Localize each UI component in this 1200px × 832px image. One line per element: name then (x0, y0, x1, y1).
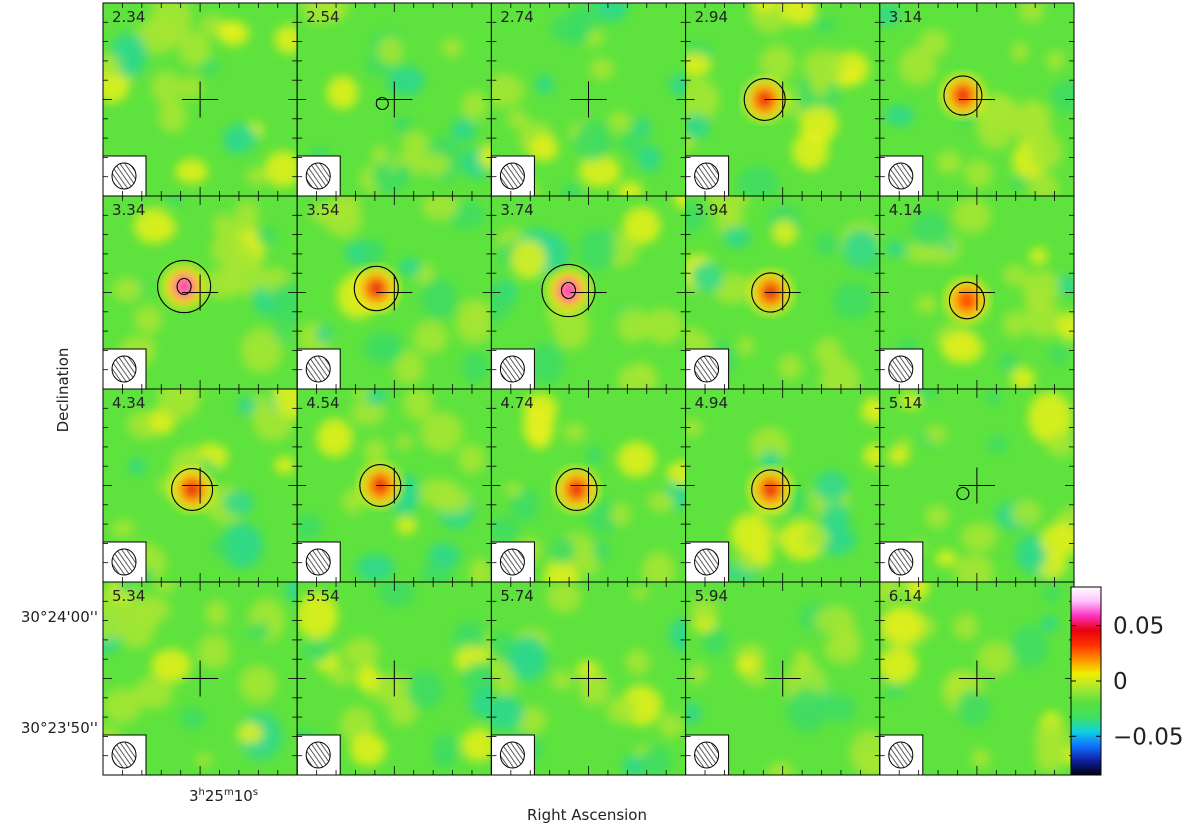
dec-tick-label-top: 30°24'00'' (21, 608, 98, 626)
channel-panel: 2.94 (685, 2, 881, 197)
contour (157, 259, 212, 314)
x-axis-label: Right Ascension (527, 806, 647, 824)
velocity-label: 2.54 (306, 8, 339, 26)
velocity-label: 4.34 (112, 394, 145, 412)
channel-panel: 2.54 (296, 2, 492, 197)
contour (948, 281, 985, 320)
contour (943, 75, 983, 116)
beam-ellipse (111, 162, 137, 190)
beam-ellipse (305, 355, 331, 383)
velocity-label: 4.94 (695, 394, 728, 412)
colorbar-tick-label: 0.05 (1113, 614, 1164, 640)
contour (353, 265, 399, 312)
velocity-label: 3.74 (500, 201, 533, 219)
emission-peak (170, 467, 215, 512)
channel-panel: 3.74 (490, 195, 687, 390)
velocity-label: 5.54 (306, 587, 339, 605)
velocity-label: 3.34 (112, 201, 145, 219)
channel-panel: 3.94 (685, 195, 881, 390)
channel-panel: 4.74 (490, 388, 687, 583)
panel-grid: 2.34 2.54 2.74 2.94 3.14 3.34 3.54 3.74 3.94 4.14… (102, 2, 1075, 776)
beam-ellipse (694, 355, 720, 383)
velocity-label: 2.94 (695, 8, 728, 26)
beam-ellipse (888, 162, 914, 190)
beam-ellipse (111, 355, 137, 383)
velocity-label: 4.74 (500, 394, 533, 412)
channel-panel: 5.94 (685, 581, 881, 776)
beam-ellipse (694, 162, 720, 190)
channel-panel: 5.14 (879, 388, 1075, 583)
emission-peak (554, 467, 599, 512)
beam-ellipse (111, 548, 137, 576)
contour (751, 469, 791, 510)
colorbar-tick-label: 0 (1113, 669, 1128, 695)
contour (560, 281, 577, 300)
velocity-label: 4.54 (306, 394, 339, 412)
contour (541, 263, 596, 318)
beam-ellipse (888, 548, 914, 576)
emission-peak (546, 268, 591, 313)
beam-ellipse (111, 741, 137, 769)
channel-panel: 3.34 (102, 195, 298, 390)
colorbar: 0.05 0 −0.05 (1070, 586, 1183, 776)
contour (956, 486, 970, 501)
channel-panel: 4.34 (102, 388, 298, 583)
velocity-label: 5.14 (889, 394, 922, 412)
colorbar-tick-label: −0.05 (1113, 724, 1183, 750)
velocity-label: 3.54 (306, 201, 339, 219)
velocity-label: 5.74 (500, 587, 533, 605)
contour (171, 468, 214, 511)
velocity-label: 5.34 (112, 587, 145, 605)
emission-peak (162, 264, 207, 309)
channel-panel: 3.54 (296, 195, 492, 390)
emission-peak (940, 73, 985, 118)
beam-ellipse (305, 162, 331, 190)
emission-peak (748, 467, 793, 512)
channel-panel: 5.74 (490, 581, 687, 776)
beam-ellipse (694, 548, 720, 576)
velocity-label: 4.14 (889, 201, 922, 219)
dec-tick-label-bottom: 30°23'50'' (21, 719, 98, 737)
emission-peak (944, 278, 989, 323)
beam-ellipse (694, 741, 720, 769)
velocity-label: 3.94 (695, 201, 728, 219)
beam-ellipse (305, 741, 331, 769)
velocity-label: 6.14 (889, 587, 922, 605)
velocity-label: 2.74 (500, 8, 533, 26)
beam-ellipse (499, 548, 525, 576)
channel-panel: 2.74 (490, 2, 687, 197)
beam-ellipse (499, 741, 525, 769)
contour (555, 468, 598, 511)
channel-panel: 5.34 (102, 581, 298, 776)
contour (375, 96, 389, 111)
beam-ellipse (888, 355, 914, 383)
beam-ellipse (888, 741, 914, 769)
y-axis-label: Declination (54, 348, 72, 433)
channel-panel: 4.94 (685, 388, 881, 583)
ra-tick-label: 3h25m10s (189, 787, 258, 805)
velocity-label: 3.14 (889, 8, 922, 26)
channel-panel: 4.54 (296, 388, 492, 583)
emission-peak (354, 266, 399, 311)
channel-panel: 5.54 (296, 581, 492, 776)
velocity-label: 5.94 (695, 587, 728, 605)
beam-ellipse (499, 162, 525, 190)
channel-panel: 3.14 (879, 2, 1075, 197)
channel-panel: 4.14 (879, 195, 1075, 390)
channel-panel: 2.34 (102, 2, 298, 197)
channel-panel: 6.14 (879, 581, 1075, 776)
contour (176, 277, 192, 296)
beam-ellipse (305, 548, 331, 576)
velocity-label: 2.34 (112, 8, 145, 26)
beam-ellipse (499, 355, 525, 383)
